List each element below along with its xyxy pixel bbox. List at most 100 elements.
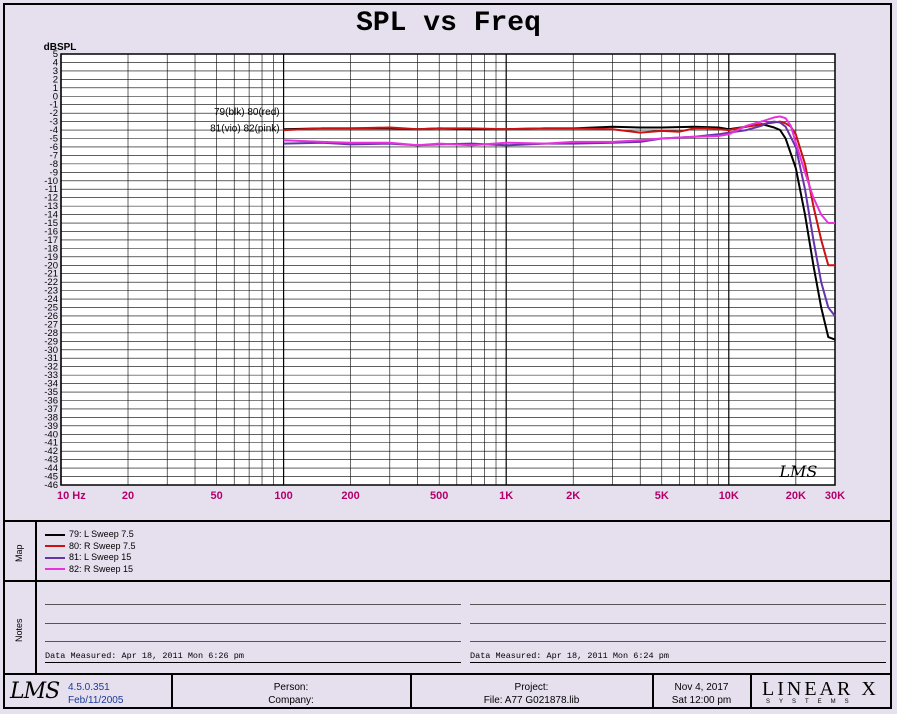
y-tick-label: 3 (53, 66, 58, 77)
legend-item: 79: L Sweep 7.5 (45, 529, 136, 541)
y-tick-label: 1 (53, 83, 58, 94)
notes-line (45, 641, 461, 642)
y-tick-label: -3 (50, 117, 58, 128)
x-tick-label: 2K (566, 490, 580, 502)
y-tick-label: -33 (44, 370, 58, 381)
y-tick-label: -39 (44, 421, 58, 432)
data-measured-right: Data Measured: Apr 18, 2011 Mon 6:24 pm (470, 651, 669, 661)
x-tick-label: 5K (655, 490, 669, 502)
plot-area (61, 54, 835, 485)
footer-divider (410, 675, 412, 709)
y-tick-label: -31 (44, 353, 58, 364)
notes-panel-label: Notes (14, 618, 24, 642)
y-tick-label: -13 (44, 201, 58, 212)
y-tick-label: -40 (44, 429, 58, 440)
notes-underline (470, 662, 886, 663)
version-text: 4.5.0.351 (68, 682, 110, 693)
y-tick-label: -25 (44, 303, 58, 314)
panel-divider (35, 520, 37, 673)
lms-logo: LMS (10, 679, 60, 704)
legend-item: 80: R Sweep 7.5 (45, 541, 136, 553)
y-tick-label: -28 (44, 328, 58, 339)
section-divider (3, 673, 892, 675)
linearx-logo: LINEAR X (762, 678, 879, 700)
legend: 79: L Sweep 7.5 80: R Sweep 7.5 81: L Sw… (45, 529, 136, 575)
legend-swatch (45, 533, 65, 536)
y-tick-label: -27 (44, 319, 58, 330)
legend-item: 81: L Sweep 15 (45, 552, 136, 564)
annotation-label: 79(blk) 80(red) (214, 107, 280, 118)
y-tick-label: -14 (44, 210, 58, 221)
y-tick-label: -20 (44, 260, 58, 271)
section-divider (3, 580, 892, 582)
y-tick-label: -43 (44, 455, 58, 466)
y-tick-label: -10 (44, 176, 58, 187)
map-panel-label: Map (14, 544, 24, 562)
person-field: Person: (273, 682, 309, 693)
linearx-sub: SYSTEMS (766, 699, 858, 705)
file-field: File: A77 G021878.lib (483, 695, 580, 706)
legend-label: 81: L Sweep 15 (69, 552, 132, 562)
y-axis-label: dBSPL (44, 42, 77, 53)
notes-line (470, 604, 886, 605)
x-tick-label: 100 (274, 490, 292, 502)
y-tick-label: -29 (44, 336, 58, 347)
y-tick-label: -15 (44, 218, 58, 229)
y-tick-label: -2 (50, 108, 58, 119)
spl-chart: 543210-1-2-3-4-5-6-7-8-9-10-11-12-13-14-… (44, 42, 846, 502)
x-tick-label: 1K (499, 490, 513, 502)
legend-label: 80: R Sweep 7.5 (69, 540, 136, 551)
lms-watermark: LMS (778, 462, 817, 481)
y-tick-label: -41 (44, 438, 58, 449)
y-tick-label: 5 (53, 49, 58, 60)
y-tick-label: -44 (44, 463, 58, 474)
y-tick-label: -24 (44, 294, 58, 305)
y-tick-label: -5 (50, 134, 58, 145)
section-divider (3, 520, 892, 522)
x-tick-label: 20K (786, 490, 806, 502)
y-tick-label: -30 (44, 345, 58, 356)
y-tick-label: -9 (50, 167, 58, 178)
legend-swatch (45, 556, 65, 559)
y-tick-label: -6 (50, 142, 58, 153)
y-tick-label: -17 (44, 235, 58, 246)
y-tick-label: -4 (50, 125, 58, 136)
notes-line (470, 623, 886, 624)
legend-item: 82: R Sweep 15 (45, 564, 136, 576)
date-field: Nov 4, 2017 (674, 682, 729, 693)
legend-label: 79: L Sweep 7.5 (69, 529, 134, 539)
y-tick-label: 4 (53, 57, 58, 68)
footer-divider (750, 675, 752, 709)
y-tick-label: -19 (44, 252, 58, 263)
chart-title: SPL vs Freq (356, 8, 541, 39)
legend-swatch (45, 545, 65, 548)
y-tick-label: -21 (44, 269, 58, 280)
footer-divider (171, 675, 173, 709)
time-field: Sat 12:00 pm (671, 695, 732, 706)
y-tick-label: -23 (44, 286, 58, 297)
notes-underline (45, 662, 461, 663)
data-measured-left: Data Measured: Apr 18, 2011 Mon 6:26 pm (45, 651, 244, 661)
plot-border (60, 53, 836, 486)
footer-divider (652, 675, 654, 709)
y-tick-label: 2 (53, 74, 58, 85)
y-tick-label: -38 (44, 412, 58, 423)
series-line (283, 115, 835, 224)
company-field: Company: (268, 695, 314, 706)
outer-frame (3, 3, 892, 709)
legend-swatch (45, 568, 65, 571)
y-tick-label: -1 (50, 100, 58, 111)
y-tick-label: -45 (44, 472, 58, 483)
x-tick-label: 10K (719, 490, 739, 502)
y-tick-label: -12 (44, 193, 58, 204)
notes-line (45, 604, 461, 605)
annotation-label: 81(vio) 82(pink) (210, 124, 279, 135)
x-tick-label: 50 (210, 490, 222, 502)
y-tick-label: -18 (44, 243, 58, 254)
notes-line (45, 623, 461, 624)
y-tick-label: -7 (50, 150, 58, 161)
x-tick-label: 500 (430, 490, 448, 502)
y-tick-label: -8 (50, 159, 58, 170)
notes-line (470, 641, 886, 642)
legend-label: 82: R Sweep 15 (69, 563, 134, 574)
